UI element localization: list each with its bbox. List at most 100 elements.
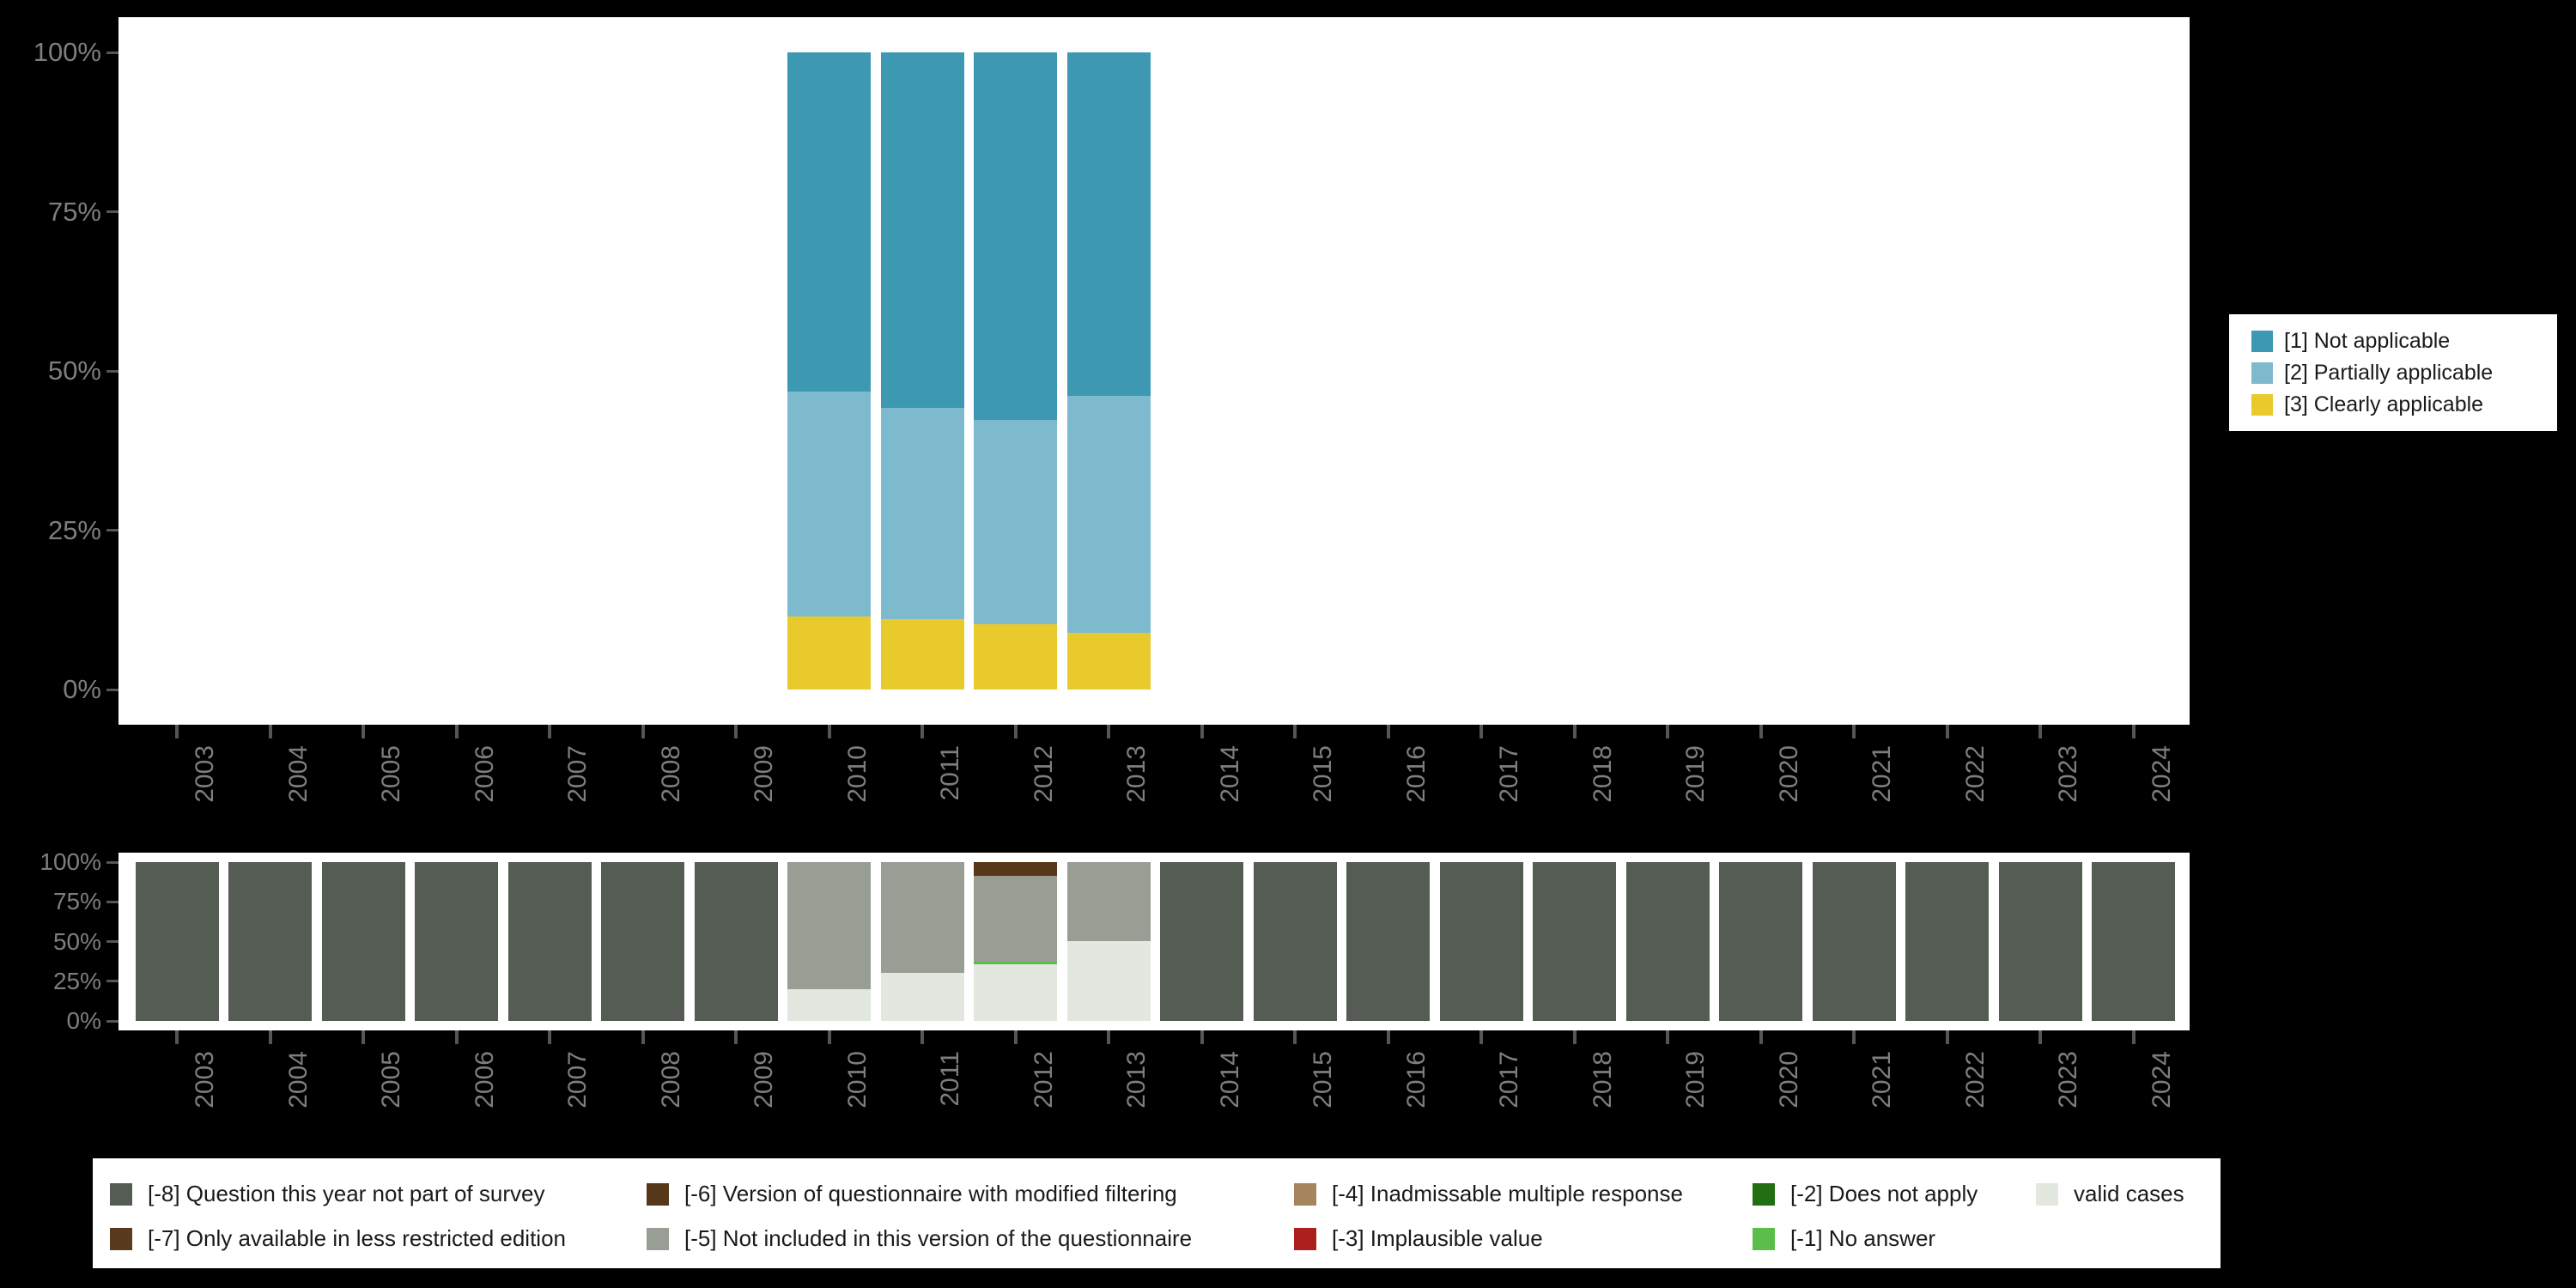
- bar-segment-2013: [1066, 940, 1151, 1021]
- y-tick-label: 0%: [63, 674, 101, 704]
- legend-label: [2] Partially applicable: [2284, 360, 2494, 385]
- x-tick-mark: [361, 1030, 365, 1044]
- legend-label: [-8] Question this year not part of surv…: [148, 1181, 545, 1206]
- bar-segment-2011: [880, 973, 964, 1021]
- y-tick-mark: [106, 860, 118, 864]
- legend-swatch: [2251, 393, 2273, 416]
- x-tick-label-text: 2007: [563, 745, 592, 803]
- legend-swatch: [110, 1227, 132, 1250]
- y-tick-label: 100%: [33, 37, 101, 67]
- bar-segment-2010: [787, 52, 871, 392]
- y-tick-label: 100%: [39, 848, 101, 875]
- x-tick-mark: [1200, 1030, 1204, 1044]
- legend-swatch: [2036, 1182, 2058, 1206]
- x-tick-label-text: 2004: [283, 1051, 313, 1109]
- x-tick-mark: [1479, 725, 1483, 738]
- x-tick-label-text: 2005: [377, 745, 405, 803]
- x-tick-mark: [1293, 725, 1297, 738]
- bar-segment-2012: [974, 962, 1057, 965]
- x-tick-label-text: 2022: [1960, 1051, 1990, 1109]
- y-tick-mark: [106, 369, 118, 373]
- x-tick-mark: [1479, 1030, 1483, 1044]
- x-tick-label-text: 2009: [750, 745, 778, 803]
- x-tick-label-text: 2019: [1681, 745, 1710, 803]
- bar-segment-2012: [974, 52, 1057, 421]
- legend-swatch: [2251, 330, 2273, 352]
- x-tick-label-text: 2012: [1029, 745, 1058, 803]
- bar-segment-2013: [1066, 632, 1151, 690]
- x-tick-label-text: 2014: [1215, 745, 1244, 803]
- legend-label: [-7] Only available in less restricted e…: [148, 1225, 567, 1251]
- x-tick-label-text: 2004: [283, 745, 313, 803]
- y-tick-mark: [106, 51, 118, 54]
- x-tick-mark: [454, 1030, 459, 1044]
- bar-segment-2014: [1160, 862, 1243, 1021]
- legend-item: [-5] Not included in this version of the…: [647, 1225, 1192, 1252]
- x-tick-label-text: 2013: [1122, 745, 1151, 803]
- y-tick-label: 0%: [66, 1007, 101, 1034]
- bar-segment-2012: [974, 623, 1057, 690]
- x-tick-mark: [175, 1030, 179, 1044]
- x-tick-label-text: 2023: [2054, 1051, 2082, 1109]
- bar-segment-2011: [880, 408, 964, 620]
- y-tick-label: 50%: [47, 355, 101, 386]
- y-tick-mark: [106, 529, 118, 532]
- legend-item: valid cases: [2036, 1181, 2184, 1207]
- x-tick-mark: [361, 725, 365, 738]
- x-tick-mark: [1200, 725, 1204, 738]
- x-tick-label-text: 2006: [470, 1051, 499, 1109]
- bar-segment-2004: [228, 862, 312, 1021]
- legend-swatch: [110, 1182, 132, 1206]
- bar-segment-2020: [1719, 862, 1802, 1021]
- x-tick-label-text: 2018: [1588, 1051, 1617, 1109]
- legend-swatch: [1294, 1227, 1316, 1250]
- y-tick-mark: [106, 980, 118, 983]
- bar-segment-2006: [415, 862, 498, 1021]
- bar-segment-2008: [601, 862, 684, 1021]
- x-tick-label-text: 2015: [1309, 745, 1337, 803]
- x-tick-label-text: 2011: [936, 1051, 964, 1107]
- x-tick-label-text: 2017: [1495, 1051, 1523, 1109]
- x-tick-label-text: 2011: [936, 745, 964, 801]
- x-tick-label-text: 2012: [1029, 1051, 1058, 1109]
- bar-segment-2012: [974, 875, 1057, 963]
- x-tick-label-text: 2008: [656, 1051, 685, 1109]
- x-tick-mark: [641, 725, 645, 738]
- x-tick-mark: [2131, 1030, 2136, 1044]
- x-tick-mark: [827, 1030, 831, 1044]
- y-tick-mark: [106, 688, 118, 691]
- x-tick-label-text: 2006: [470, 745, 499, 803]
- x-tick-mark: [920, 725, 924, 738]
- legend-label: [-3] Implausible value: [1332, 1225, 1543, 1251]
- x-tick-label-text: 2017: [1495, 745, 1523, 803]
- bar-segment-2005: [321, 862, 405, 1021]
- x-tick-label-text: 2003: [191, 745, 219, 803]
- x-tick-mark: [1386, 725, 1390, 738]
- x-tick-mark: [175, 725, 179, 738]
- x-tick-mark: [1293, 1030, 1297, 1044]
- x-tick-label-text: 2007: [563, 1051, 592, 1109]
- bar-segment-2011: [880, 619, 964, 690]
- bar-segment-2019: [1625, 862, 1710, 1021]
- x-tick-label-text: 2010: [842, 745, 872, 803]
- legend-item: [1] Not applicable: [2251, 329, 2557, 354]
- x-tick-mark: [1013, 1030, 1018, 1044]
- legend-item: [-8] Question this year not part of surv…: [110, 1181, 544, 1207]
- x-tick-mark: [1572, 725, 1577, 738]
- legend-item: [2] Partially applicable: [2251, 361, 2557, 386]
- x-tick-mark: [1852, 1030, 1856, 1044]
- legend-swatch: [1753, 1182, 1775, 1206]
- bar-segment-2021: [1812, 862, 1896, 1021]
- legend-swatch: [647, 1182, 669, 1206]
- legend-label: [-2] Does not apply: [1790, 1181, 1978, 1206]
- legend-label: [1] Not applicable: [2284, 328, 2451, 353]
- legend-label: [-1] No answer: [1790, 1225, 1936, 1251]
- legend-swatch: [647, 1227, 669, 1250]
- x-tick-label-text: 2021: [1868, 745, 1896, 803]
- bar-segment-2003: [135, 862, 219, 1021]
- x-tick-mark: [2038, 725, 2042, 738]
- legend-item: [-1] No answer: [1753, 1225, 1935, 1252]
- legend-swatch: [1294, 1182, 1316, 1206]
- x-tick-label-text: 2023: [2054, 745, 2082, 803]
- bar-segment-2012: [974, 862, 1057, 876]
